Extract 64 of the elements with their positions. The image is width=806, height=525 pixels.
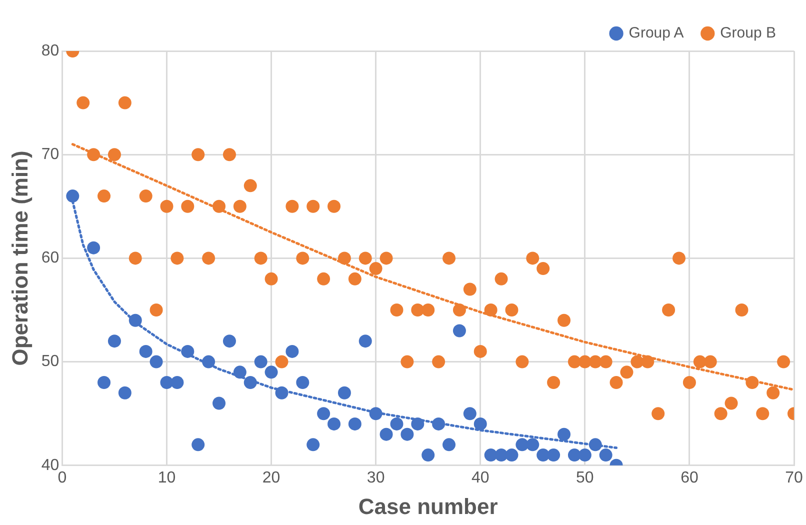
point: [87, 241, 100, 254]
x-tick-label: 30: [366, 469, 385, 486]
point: [254, 355, 268, 368]
legend-label: Group B: [720, 24, 776, 42]
y-tick-label: 50: [41, 353, 60, 370]
point: [98, 376, 111, 390]
point: [411, 417, 424, 430]
point: [150, 355, 163, 368]
point: [390, 417, 404, 430]
point: [547, 448, 560, 462]
point: [317, 407, 330, 420]
point: [338, 386, 351, 400]
point: [526, 438, 540, 452]
point: [286, 344, 299, 358]
x-tick-label: 0: [58, 469, 67, 486]
point: [588, 438, 602, 452]
point: [369, 407, 382, 420]
x-tick-label: 70: [785, 469, 803, 486]
point: [212, 396, 226, 410]
point: [463, 407, 476, 420]
x-tick-label: 50: [576, 469, 594, 486]
x-tick-label: 10: [158, 469, 176, 486]
y-tick-label: 80: [41, 42, 60, 60]
point: [181, 344, 194, 358]
point: [452, 324, 466, 338]
point: [578, 448, 592, 462]
y-axis-title: Operation time (min): [7, 150, 32, 366]
point: [558, 428, 571, 441]
point: [328, 417, 341, 430]
point: [400, 428, 414, 441]
point: [139, 344, 152, 358]
point: [296, 376, 310, 390]
point: [474, 417, 487, 430]
x-axis-title: Case number: [358, 494, 498, 519]
point: [222, 334, 236, 348]
x-tick-label: 40: [471, 469, 490, 486]
point: [118, 386, 132, 400]
point: [275, 386, 288, 400]
point: [348, 417, 362, 430]
point: [202, 355, 216, 368]
y-tick-label: 70: [41, 146, 60, 164]
point: [422, 448, 435, 462]
x-tick-label: 20: [262, 469, 280, 486]
point: [66, 190, 80, 203]
x-tick-label: 60: [680, 469, 698, 486]
point: [380, 428, 393, 441]
point: [358, 334, 372, 348]
point: [442, 438, 456, 452]
y-tick-label: 40: [41, 456, 60, 474]
point: [264, 366, 278, 379]
point: [306, 438, 320, 452]
point: [505, 448, 518, 462]
point: [128, 314, 142, 327]
point: [192, 438, 205, 452]
legend-label: Group A: [628, 24, 684, 42]
point: [233, 366, 246, 379]
point: [108, 334, 121, 348]
point: [516, 438, 529, 452]
point: [536, 448, 550, 462]
point: [432, 417, 446, 430]
point: [599, 448, 612, 462]
point: [170, 376, 184, 390]
point: [244, 376, 257, 390]
y-tick-label: 60: [41, 250, 60, 267]
